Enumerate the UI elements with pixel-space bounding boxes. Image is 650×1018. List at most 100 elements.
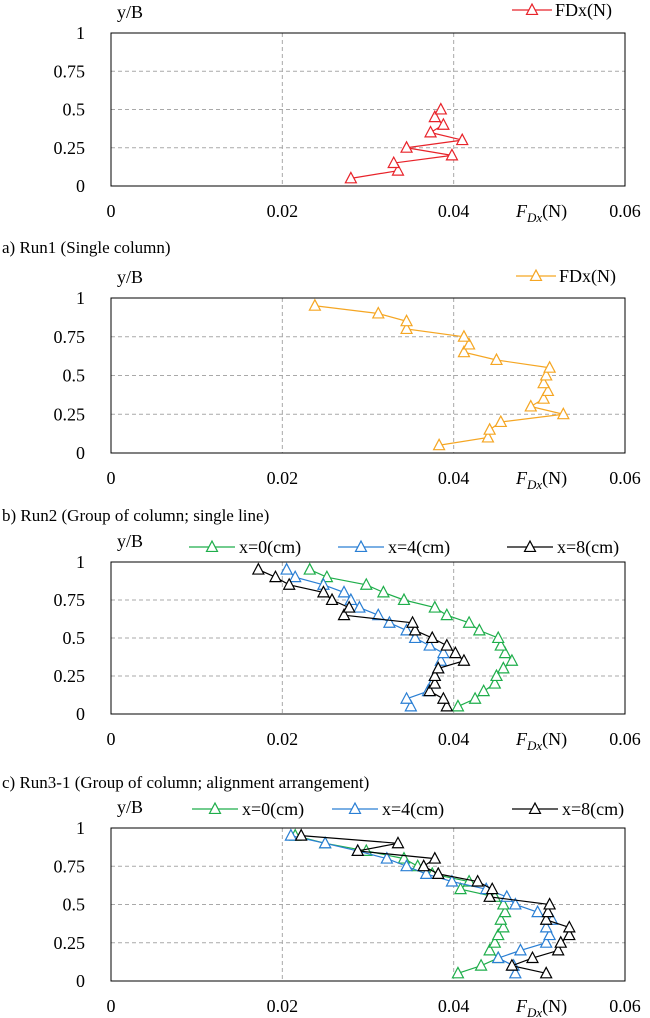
legend-label: x=0(cm) [239, 537, 301, 558]
data-point [351, 843, 365, 857]
data-point [539, 966, 553, 979]
legend-entry: x=0(cm) [192, 799, 304, 820]
data-point [537, 376, 551, 389]
data-point [308, 298, 322, 311]
x-axis-label: FDx(N) [515, 201, 567, 225]
data-point [481, 430, 495, 443]
data-point [425, 630, 439, 644]
data-point [537, 391, 551, 404]
data-point [483, 422, 497, 435]
legend-entry: x=4(cm) [332, 799, 444, 820]
data-point [423, 683, 437, 697]
data-point [505, 653, 519, 666]
data-point [371, 607, 385, 621]
data-point [284, 828, 298, 841]
data-point [400, 314, 414, 327]
data-point [400, 691, 414, 704]
data-point [554, 935, 568, 948]
legend-label: FDx(N) [555, 0, 612, 21]
chart-1: 0 0.25 0.5 0.75 1 0 0.02 0.04 0.06 y/B FDx(N) FDx(N… [54, 0, 641, 225]
x-tick-label: 0.06 [609, 729, 641, 749]
y-tick-label: 0 [76, 443, 85, 463]
data-point [451, 966, 465, 979]
legend-marker [208, 801, 222, 815]
legend-marker [205, 539, 219, 553]
data-point [539, 912, 553, 925]
data-point [303, 562, 317, 575]
y-tick-label: 0.25 [54, 138, 86, 158]
data-point [451, 699, 465, 712]
y-tick-label: 1 [76, 288, 85, 308]
x-tick-label: 0 [107, 201, 116, 221]
y-axis-label: y/B [117, 797, 143, 817]
data-point [508, 897, 522, 910]
data-point [251, 562, 265, 575]
x-axis-label: FDx(N) [515, 468, 567, 492]
data-point [268, 569, 282, 583]
y-tick-label: 1 [76, 23, 85, 43]
data-point [551, 943, 565, 956]
data-point [496, 897, 510, 910]
data-point [432, 438, 446, 451]
data-point [490, 668, 503, 682]
legend-label: x=4(cm) [388, 537, 450, 558]
chart-2: 0 0.25 0.5 0.75 1 0 0.02 0.04 0.06 y/B FDx(N) FDx(N… [54, 266, 641, 492]
data-point [419, 866, 433, 879]
x-tick-label: 0.02 [267, 996, 299, 1016]
data-point [496, 661, 510, 674]
series-x=4(cm) [284, 828, 559, 979]
data-point [524, 399, 538, 412]
y-tick-label: 0.25 [54, 933, 86, 953]
data-point [376, 585, 390, 598]
series-x=0(cm) [288, 828, 512, 979]
legend-entry: FDx(N) [512, 0, 612, 21]
data-point [445, 874, 459, 887]
data-point [462, 615, 476, 628]
data-point [483, 943, 497, 956]
y-tick-label: 0.5 [63, 628, 86, 648]
x-axis-label: FDx(N) [515, 996, 567, 1018]
legend-entry: x=8(cm) [507, 537, 619, 558]
legend-marker [354, 539, 368, 553]
data-point [483, 889, 497, 902]
data-point [445, 148, 459, 161]
legend-marker [523, 539, 537, 553]
y-tick-label: 0.75 [54, 327, 86, 347]
data-point [431, 661, 445, 674]
y-tick-label: 0.5 [63, 100, 86, 120]
data-point [513, 943, 527, 956]
legend-label: x=8(cm) [562, 799, 624, 820]
data-point [496, 920, 510, 933]
data-point [562, 920, 576, 933]
legend-label: x=0(cm) [242, 799, 304, 820]
data-point [406, 615, 420, 628]
data-point [491, 927, 505, 941]
y-tick-label: 0.75 [54, 61, 86, 81]
data-point [359, 577, 373, 590]
data-point [294, 828, 308, 841]
y-tick-label: 0.5 [63, 366, 86, 386]
plot-frame [110, 827, 626, 982]
data-point [485, 881, 499, 895]
data-point [400, 623, 414, 636]
data-point [477, 683, 491, 697]
data-point [280, 562, 294, 575]
data-point [428, 851, 442, 864]
data-point [539, 920, 553, 933]
legend-marker [348, 801, 362, 815]
x-tick-label: 0.06 [609, 468, 641, 488]
data-point [457, 653, 471, 666]
series-x=8(cm) [251, 562, 471, 712]
data-point [541, 383, 555, 397]
data-point [325, 592, 339, 606]
data-point [428, 600, 442, 613]
legend-marker [529, 268, 543, 282]
y-tick-label: 0.75 [54, 590, 86, 610]
data-point [408, 630, 422, 644]
data-point [525, 950, 539, 964]
legend-marker [525, 2, 539, 16]
data-point [454, 881, 468, 895]
data-point [440, 699, 454, 712]
data-point [488, 935, 502, 948]
